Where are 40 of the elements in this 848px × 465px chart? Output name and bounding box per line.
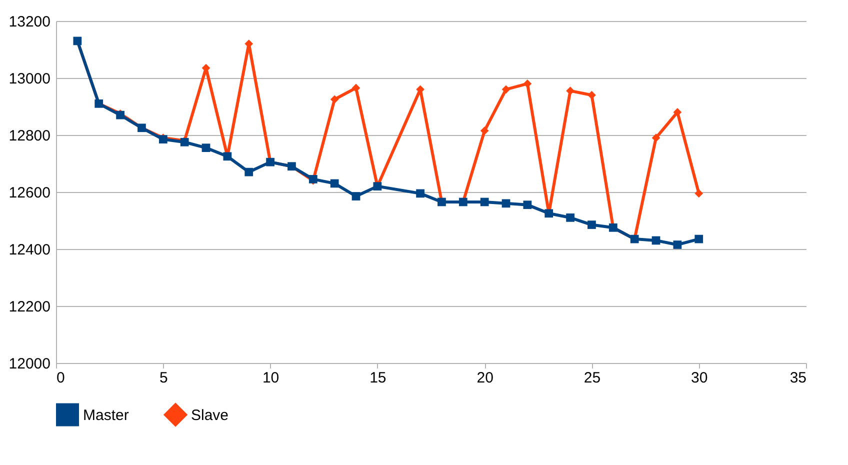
x-tick-label: 20 — [476, 370, 494, 386]
y-tick-label: 12400 — [8, 242, 50, 258]
point — [523, 200, 532, 210]
point — [502, 199, 510, 208]
point — [566, 86, 574, 96]
point — [673, 240, 682, 249]
point — [652, 134, 660, 142]
x-tick-label: 30 — [691, 370, 708, 386]
point — [352, 84, 360, 92]
y-tick-label: 12600 — [8, 184, 50, 202]
point — [244, 168, 254, 176]
y-tick-label: 12800 — [8, 128, 50, 144]
point — [202, 144, 210, 152]
point — [588, 220, 596, 229]
x-tick-label: 35 — [790, 370, 806, 386]
y-tick-label: 13200 — [8, 14, 50, 30]
point — [330, 179, 339, 188]
x-tick-label: 0 — [56, 370, 65, 386]
x-tick-label: 5 — [159, 370, 168, 386]
y-tick-label: 13000 — [8, 70, 50, 88]
point — [694, 189, 704, 198]
point — [330, 95, 339, 104]
legend-label: Slave — [191, 406, 229, 424]
point — [416, 189, 424, 198]
point — [588, 90, 596, 100]
y-tick-label: 12200 — [8, 298, 50, 316]
point — [673, 108, 682, 116]
point — [566, 213, 574, 222]
point — [652, 236, 660, 245]
point — [480, 198, 489, 206]
x-tick-label: 25 — [584, 370, 601, 386]
point — [694, 234, 704, 244]
y-tick-label: 12000 — [8, 356, 50, 372]
point — [523, 80, 532, 88]
x-tick-label: 15 — [370, 370, 386, 386]
point — [502, 85, 510, 94]
legend-label: Master — [83, 406, 129, 424]
point — [480, 126, 489, 135]
point — [352, 192, 360, 200]
x-tick-label: 10 — [262, 370, 280, 386]
